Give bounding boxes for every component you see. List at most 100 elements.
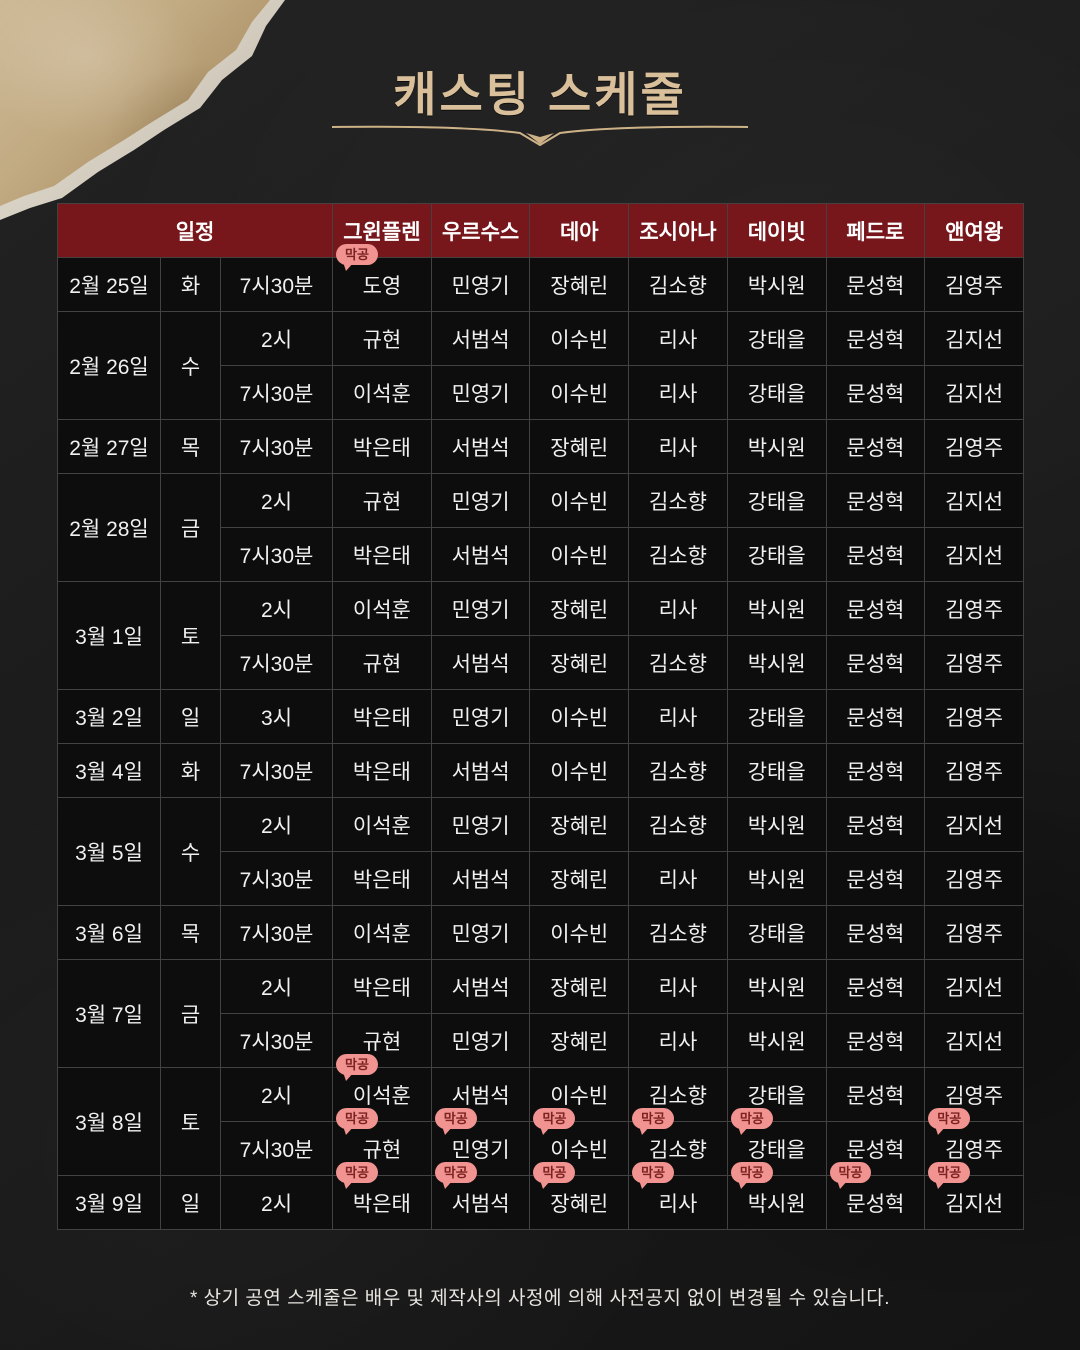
cast-name: 장혜린 [550, 868, 609, 892]
day-cell: 일 [160, 689, 221, 744]
cast-name: 김지선 [945, 814, 1004, 838]
time-cell: 7시30분 [219, 419, 334, 474]
cast-cell: 박시원 [726, 851, 827, 906]
cast-name: 박은태 [352, 706, 411, 730]
final-show-badge: 막공 [730, 1108, 773, 1135]
cast-cell: 서범석 [430, 851, 531, 906]
table-row: 3월 7일 금 2시 박은태 서범석 장혜린 리사 박시원 문성혁 김지선 [57, 959, 1024, 1068]
cast-name: 강태을 [747, 490, 806, 514]
day-cell: 화 [160, 743, 221, 798]
cast-cell: 김지선 [924, 473, 1024, 528]
day-cell: 토 [160, 581, 221, 690]
cast-name: 박은태 [352, 436, 411, 460]
cast-cell: 리사 막공 [628, 1162, 728, 1230]
cast-name: 김소향 [649, 490, 707, 514]
cast-name: 이석훈 [352, 382, 411, 406]
cast-name: 박시원 [747, 274, 806, 298]
cast-cell: 장혜린 [529, 581, 630, 636]
cast-name: 문성혁 [846, 868, 905, 892]
cast-name: 박시원 [747, 814, 806, 838]
cast-cell: 박시원 [726, 257, 827, 312]
cast-name: 박시원 [747, 1030, 806, 1054]
cast-cell: 문성혁 [825, 959, 926, 1014]
cast-name: 강태을 [747, 544, 806, 568]
cast-name: 강태을 [747, 1084, 806, 1108]
cast-cell: 민영기 [430, 689, 531, 744]
cast-name: 김지선 [945, 1030, 1004, 1054]
cast-cell: 이석훈 [332, 581, 432, 636]
time-cell: 7시30분 [219, 1013, 334, 1068]
date-cell: 2월 26일 [57, 311, 161, 420]
schedule-column-header: 일정 [56, 203, 334, 258]
final-show-badge: 막공 [434, 1162, 477, 1189]
cast-name: 서범석 [451, 760, 510, 784]
table-row: 3월 8일 토 2시 이석훈 막공 서범석 이수빈 김소향 강태을 문성혁 김영주 [57, 1054, 1024, 1176]
table-row: 7시30분 이석훈 민영기 이수빈 리사 강태을 문성혁 김지선 [58, 365, 1024, 420]
cast-name: 장혜린 [550, 1192, 609, 1216]
day-cell: 토 [160, 1067, 221, 1176]
cast-name: 문성혁 [846, 328, 905, 352]
cast-name: 규현 [362, 1030, 402, 1054]
cast-name: 문성혁 [846, 652, 905, 676]
cast-cell: 김영주 [924, 689, 1024, 744]
cast-cell: 민영기 [430, 257, 531, 312]
time-cell: 7시30분 [219, 851, 334, 906]
cast-cell: 김영주 [924, 419, 1024, 474]
cast-name: 서범석 [451, 1192, 510, 1216]
cast-name: 민영기 [451, 490, 510, 514]
cast-cell: 리사 [628, 1013, 728, 1068]
cast-name: 박시원 [747, 652, 806, 676]
day-cell: 목 [160, 419, 221, 474]
cast-cell: 민영기 [430, 365, 531, 420]
cast-name: 장혜린 [550, 1030, 609, 1054]
cast-cell: 김지선 [924, 527, 1024, 582]
cast-name: 김영주 [945, 1138, 1004, 1162]
final-show-badge: 막공 [829, 1162, 872, 1189]
cast-cell: 박시원 [726, 797, 827, 852]
date-cell: 3월 1일 [57, 581, 161, 690]
cast-name: 리사 [658, 706, 698, 730]
cast-cell: 김소향 [628, 1067, 728, 1122]
cast-name: 문성혁 [846, 1138, 905, 1162]
cast-name: 강태을 [747, 922, 806, 946]
cast-name: 문성혁 [846, 814, 905, 838]
cast-cell: 박시원 [726, 581, 827, 636]
cast-cell: 이수빈 [529, 527, 630, 582]
cast-cell: 김소향 [628, 797, 728, 852]
final-show-badge: 막공 [928, 1162, 971, 1189]
cast-name: 김소향 [649, 652, 707, 676]
cast-cell: 서범석 [430, 311, 531, 366]
cast-name: 박시원 [747, 868, 806, 892]
cast-name: 리사 [658, 436, 698, 460]
cast-name: 김영주 [945, 706, 1004, 730]
cast-cell: 박은태 [332, 527, 432, 582]
cast-cell: 김지선 [924, 959, 1024, 1014]
role-column-header: 페드로 [825, 203, 926, 258]
cast-cell: 장혜린 [529, 851, 630, 906]
cast-name: 김소향 [649, 544, 707, 568]
cast-name: 문성혁 [846, 922, 905, 946]
cast-name: 민영기 [451, 1138, 510, 1162]
cast-cell: 이수빈 [529, 689, 630, 744]
cast-cell: 이수빈 [529, 473, 630, 528]
day-cell: 금 [160, 959, 221, 1068]
cast-name: 서범석 [451, 1084, 510, 1108]
table-row: 2월 28일 금 2시 규현 민영기 이수빈 김소향 강태을 문성혁 김지선 [57, 473, 1024, 582]
cast-cell: 문성혁 [825, 365, 926, 420]
cast-cell: 문성혁 [825, 635, 926, 690]
cast-cell: 리사 [628, 581, 728, 636]
cast-name: 김지선 [945, 328, 1004, 352]
cast-cell: 문성혁 [825, 527, 926, 582]
cast-name: 강태을 [747, 328, 806, 352]
time-cell: 7시30분 [219, 527, 334, 582]
time-cell: 2시 [219, 959, 334, 1014]
divider-ornament-icon [331, 125, 749, 146]
cast-cell: 서범석 [430, 635, 531, 690]
cast-name: 김영주 [945, 598, 1004, 622]
cast-cell: 문성혁 [825, 311, 926, 366]
cast-name: 박은태 [352, 1192, 411, 1216]
cast-name: 규현 [362, 490, 402, 514]
cast-cell: 서범석 [430, 527, 531, 582]
cast-name: 민영기 [451, 274, 510, 298]
cast-cell: 박시원 막공 [726, 1162, 827, 1230]
